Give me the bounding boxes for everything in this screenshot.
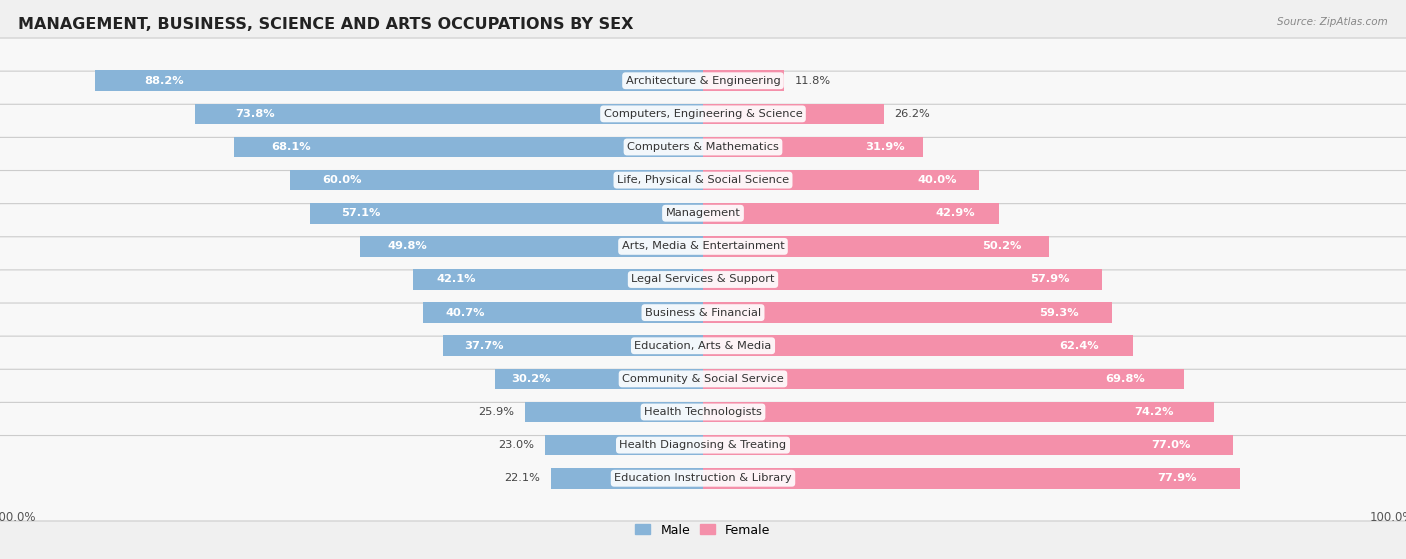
Text: Health Diagnosing & Treating: Health Diagnosing & Treating — [620, 440, 786, 450]
Bar — [413, 269, 703, 290]
Text: 26.2%: 26.2% — [894, 109, 929, 119]
FancyBboxPatch shape — [0, 105, 1406, 190]
Text: Health Technologists: Health Technologists — [644, 407, 762, 417]
Bar — [703, 335, 1133, 356]
Text: 74.2%: 74.2% — [1133, 407, 1173, 417]
Text: Source: ZipAtlas.com: Source: ZipAtlas.com — [1277, 17, 1388, 27]
Text: Life, Physical & Social Science: Life, Physical & Social Science — [617, 175, 789, 185]
FancyBboxPatch shape — [0, 203, 1406, 289]
FancyBboxPatch shape — [0, 38, 1406, 124]
Bar — [703, 269, 1102, 290]
Text: 60.0%: 60.0% — [323, 175, 363, 185]
Text: 68.1%: 68.1% — [271, 142, 311, 152]
Text: Management: Management — [665, 209, 741, 218]
FancyBboxPatch shape — [0, 435, 1406, 521]
Text: Architecture & Engineering: Architecture & Engineering — [626, 75, 780, 86]
Text: 57.1%: 57.1% — [342, 209, 381, 218]
Bar — [551, 468, 703, 489]
FancyBboxPatch shape — [0, 138, 1406, 223]
Text: 22.1%: 22.1% — [505, 473, 540, 484]
Text: 77.9%: 77.9% — [1157, 473, 1197, 484]
Text: 57.9%: 57.9% — [1031, 274, 1070, 285]
Text: 37.7%: 37.7% — [464, 341, 503, 350]
Text: Community & Social Service: Community & Social Service — [621, 374, 785, 384]
Text: 25.9%: 25.9% — [478, 407, 515, 417]
Bar — [524, 402, 703, 422]
Bar — [309, 203, 703, 224]
FancyBboxPatch shape — [0, 369, 1406, 454]
Bar — [443, 335, 703, 356]
Bar — [96, 70, 703, 91]
Text: Education Instruction & Library: Education Instruction & Library — [614, 473, 792, 484]
Text: Arts, Media & Entertainment: Arts, Media & Entertainment — [621, 241, 785, 252]
FancyBboxPatch shape — [0, 402, 1406, 488]
Bar — [703, 203, 998, 224]
Bar — [423, 302, 703, 323]
Bar — [703, 435, 1233, 456]
Bar — [703, 170, 979, 191]
Text: 42.9%: 42.9% — [935, 209, 974, 218]
Bar — [233, 137, 703, 157]
Bar — [703, 468, 1240, 489]
Bar — [703, 302, 1112, 323]
FancyBboxPatch shape — [0, 336, 1406, 421]
FancyBboxPatch shape — [0, 170, 1406, 256]
Text: 40.7%: 40.7% — [446, 307, 485, 318]
Bar — [703, 137, 922, 157]
Text: Business & Financial: Business & Financial — [645, 307, 761, 318]
Bar — [290, 170, 703, 191]
Text: Computers, Engineering & Science: Computers, Engineering & Science — [603, 109, 803, 119]
FancyBboxPatch shape — [0, 303, 1406, 389]
Text: 69.8%: 69.8% — [1105, 374, 1146, 384]
Text: 42.1%: 42.1% — [436, 274, 475, 285]
Bar — [544, 435, 703, 456]
Legend: Male, Female: Male, Female — [630, 519, 776, 542]
Bar — [703, 70, 785, 91]
Text: 62.4%: 62.4% — [1059, 341, 1098, 350]
FancyBboxPatch shape — [0, 270, 1406, 356]
Text: 30.2%: 30.2% — [512, 374, 551, 384]
Bar — [360, 236, 703, 257]
Text: 23.0%: 23.0% — [498, 440, 534, 450]
Text: Legal Services & Support: Legal Services & Support — [631, 274, 775, 285]
Bar — [703, 402, 1215, 422]
Bar — [495, 368, 703, 389]
Bar — [703, 103, 883, 124]
Text: 73.8%: 73.8% — [235, 109, 274, 119]
Text: Computers & Mathematics: Computers & Mathematics — [627, 142, 779, 152]
Text: 31.9%: 31.9% — [866, 142, 905, 152]
Text: MANAGEMENT, BUSINESS, SCIENCE AND ARTS OCCUPATIONS BY SEX: MANAGEMENT, BUSINESS, SCIENCE AND ARTS O… — [18, 17, 634, 32]
Text: 88.2%: 88.2% — [143, 75, 184, 86]
Text: 40.0%: 40.0% — [917, 175, 956, 185]
Text: 11.8%: 11.8% — [794, 75, 831, 86]
FancyBboxPatch shape — [0, 71, 1406, 157]
Bar — [703, 368, 1184, 389]
Text: 77.0%: 77.0% — [1152, 440, 1191, 450]
Text: 59.3%: 59.3% — [1039, 307, 1078, 318]
Bar — [194, 103, 703, 124]
FancyBboxPatch shape — [0, 237, 1406, 322]
Text: 50.2%: 50.2% — [981, 241, 1021, 252]
Text: Education, Arts & Media: Education, Arts & Media — [634, 341, 772, 350]
Bar — [703, 236, 1049, 257]
Text: 49.8%: 49.8% — [388, 241, 427, 252]
